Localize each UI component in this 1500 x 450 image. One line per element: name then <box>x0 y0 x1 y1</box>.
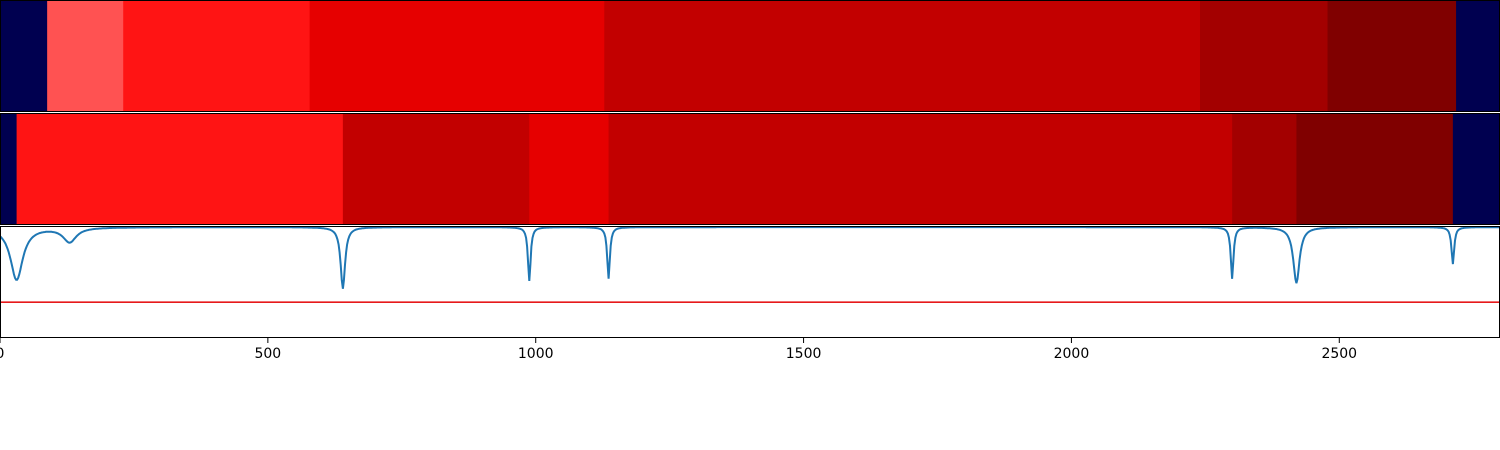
line-panel-bottom <box>0 226 1500 338</box>
heatmap-segment-1-8 <box>1456 0 1500 112</box>
heatmap-panel-top <box>0 0 1500 112</box>
heatmap-segment-2-4 <box>529 113 610 225</box>
heatmap-segment-2-5 <box>608 113 1233 225</box>
heatmap-segment-1-7 <box>1327 0 1457 112</box>
x-tick-label-1000: 1000 <box>518 346 554 362</box>
heatmap-segment-2-3 <box>342 113 530 225</box>
heatmap-segment-2-6 <box>1232 113 1297 225</box>
x-tick-label-2500: 2500 <box>1321 346 1357 362</box>
x-tick-label-1500: 1500 <box>786 346 822 362</box>
heatmap-segment-2-7 <box>1296 113 1454 225</box>
heatmap-segment-1-1 <box>0 0 48 112</box>
heatmap-segment-1-6 <box>1200 0 1328 112</box>
heatmap-panel-middle <box>0 113 1500 225</box>
heatmap-segment-2-8 <box>1452 113 1500 225</box>
x-tick-label-500: 500 <box>254 346 281 362</box>
x-tick-label-0: 0 <box>0 346 4 362</box>
x-tick-label-2000: 2000 <box>1054 346 1090 362</box>
heatmap-segment-2-2 <box>16 113 344 225</box>
heatmap-segment-1-4 <box>309 0 605 112</box>
x-axis: 0 500 1000 1500 2000 2500 <box>0 338 1357 362</box>
signal-line <box>0 226 1500 289</box>
heatmap-segment-2-1 <box>0 113 18 225</box>
heatmap-segment-1-3 <box>123 0 311 112</box>
heatmap-segment-1-5 <box>604 0 1201 112</box>
heatmap-segment-1-2 <box>47 0 124 112</box>
